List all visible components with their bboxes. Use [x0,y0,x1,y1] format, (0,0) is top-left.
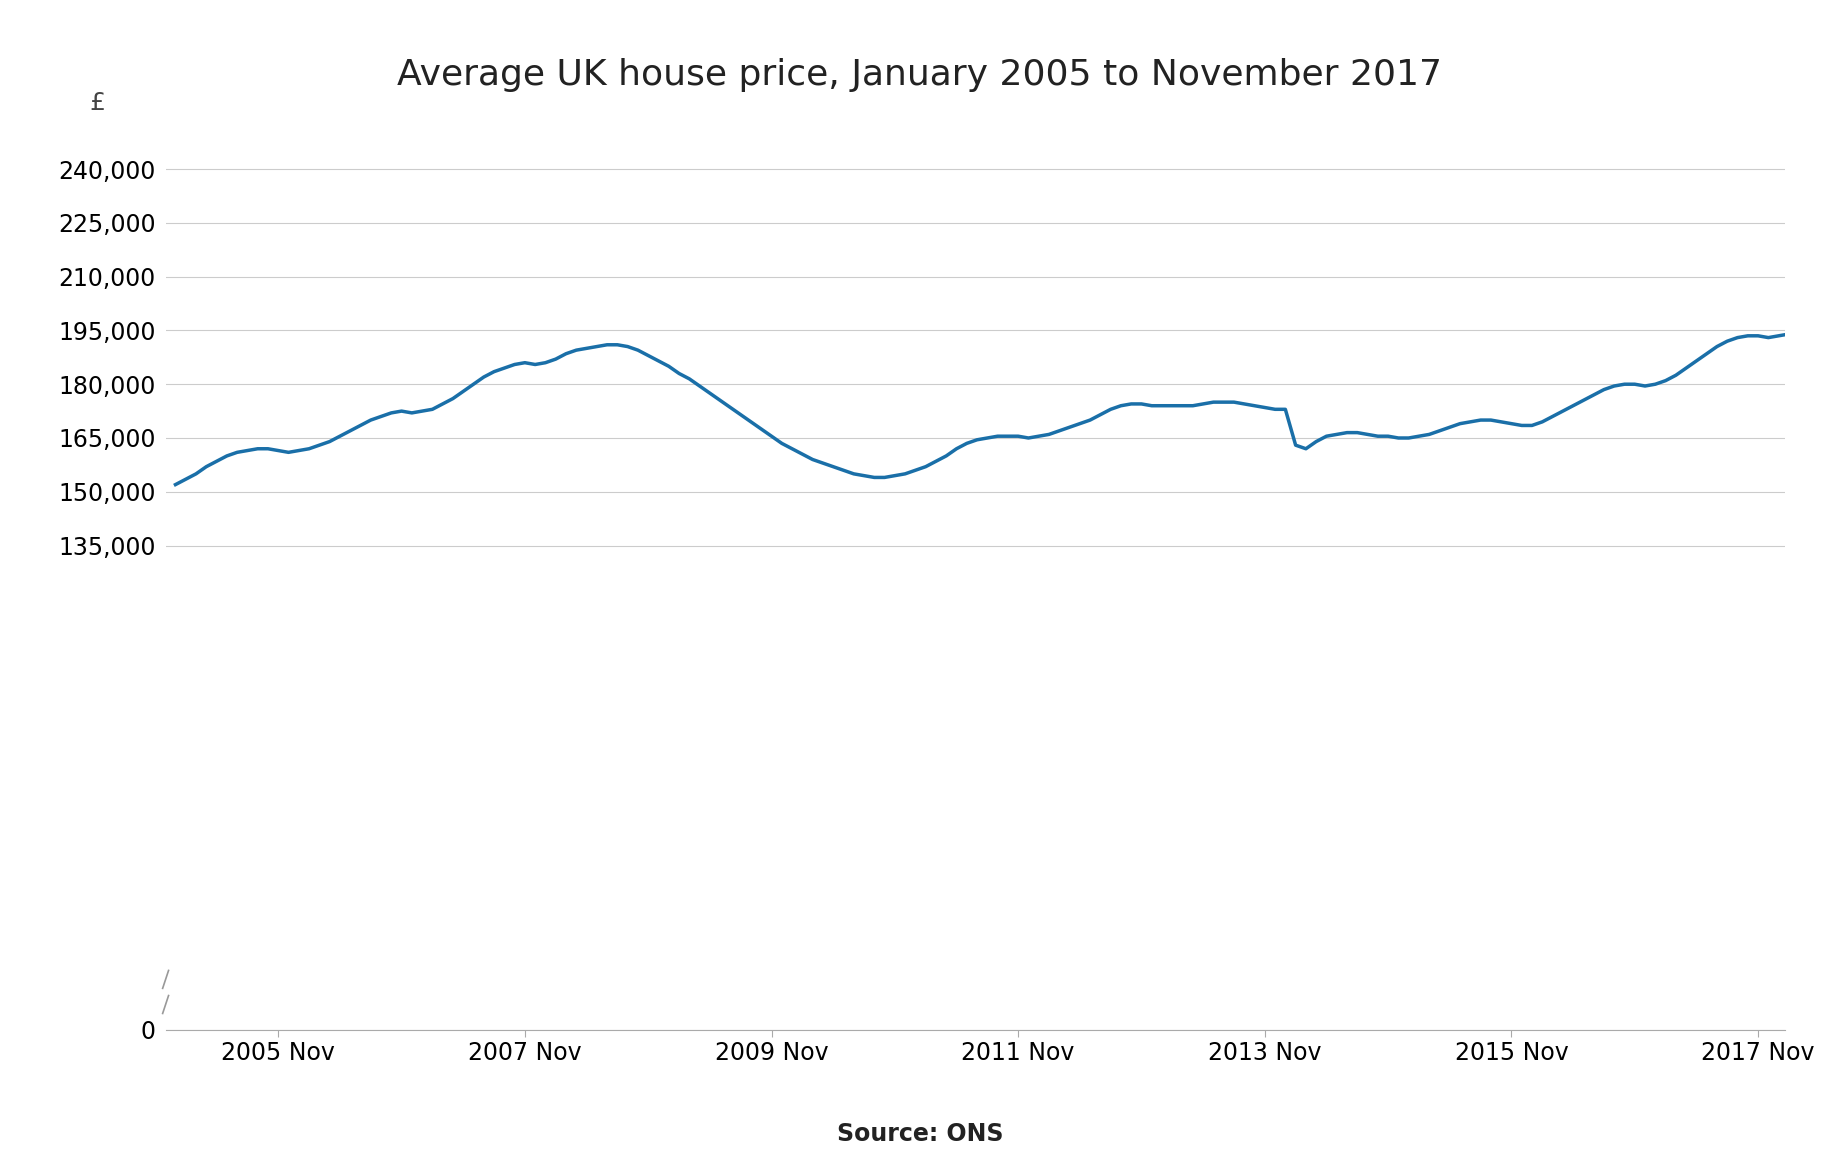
Text: Source: ONS: Source: ONS [837,1122,1002,1145]
Text: Average UK house price, January 2005 to November 2017: Average UK house price, January 2005 to … [397,58,1442,92]
Text: £: £ [88,91,105,116]
